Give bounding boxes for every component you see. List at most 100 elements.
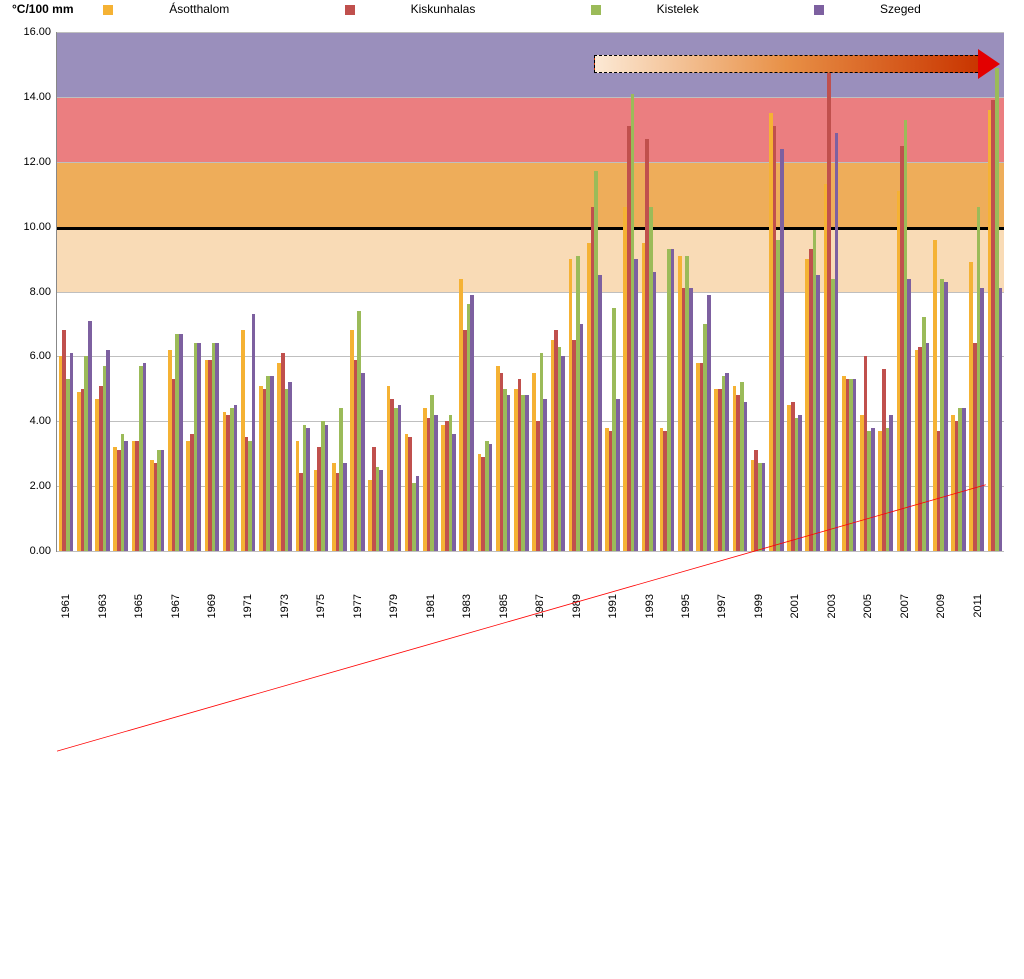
year-group (439, 32, 457, 551)
bar (653, 272, 657, 551)
legend-item: Kistelek (563, 2, 727, 16)
bars-layer (57, 32, 1004, 551)
year-group (804, 32, 822, 551)
year-group (476, 32, 494, 551)
y-tick-label: 0.00 (30, 545, 51, 557)
year-group (785, 32, 803, 551)
y-tick-label: 16.00 (23, 26, 51, 38)
legend-label: Kiskunhalas (411, 2, 476, 16)
bar (379, 470, 383, 551)
bar (197, 343, 201, 551)
year-group (294, 32, 312, 551)
year-group (858, 32, 876, 551)
bar (306, 428, 310, 551)
year-group (895, 32, 913, 551)
bar (762, 463, 766, 551)
x-tick-label: 2005 (862, 594, 874, 618)
bar (416, 476, 420, 551)
bar (725, 373, 729, 551)
year-group (93, 32, 111, 551)
x-tick-label: 2011 (972, 594, 984, 618)
bar (124, 441, 128, 551)
y-tick-label: 10.00 (23, 221, 51, 233)
grid-line (57, 551, 1004, 552)
bar (816, 275, 820, 551)
year-group (112, 32, 130, 551)
bar (707, 295, 711, 551)
legend-item: Szeged (786, 2, 949, 16)
bar (161, 450, 165, 551)
year-group (367, 32, 385, 551)
legend: Ásotthalom Kiskunhalas Kistelek Szeged (0, 2, 1024, 16)
x-tick-label: 2003 (826, 594, 838, 618)
bar (70, 353, 74, 551)
year-group (877, 32, 895, 551)
y-tick-label: 4.00 (30, 415, 51, 427)
x-tick-label: 1979 (388, 594, 400, 618)
year-group (512, 32, 530, 551)
bar (561, 356, 565, 551)
x-tick-label: 1989 (571, 594, 583, 618)
arrow-head-icon (978, 49, 1000, 79)
year-group (931, 32, 949, 551)
bar (361, 373, 365, 551)
year-group (622, 32, 640, 551)
bar (598, 275, 602, 551)
bar (853, 379, 857, 551)
year-group (203, 32, 221, 551)
bar (962, 408, 966, 551)
year-group (968, 32, 986, 551)
bar (980, 288, 984, 551)
year-group (603, 32, 621, 551)
x-tick-label: 1965 (133, 594, 145, 618)
bar (671, 249, 675, 551)
bar (106, 350, 110, 551)
x-tick-label: 2007 (899, 594, 911, 618)
bar (343, 463, 347, 551)
y-tick-label: 2.00 (30, 480, 51, 492)
x-tick-label: 1997 (716, 594, 728, 618)
legend-swatch (103, 5, 113, 15)
bar (689, 288, 693, 551)
year-group (130, 32, 148, 551)
bar (835, 133, 839, 551)
year-group (75, 32, 93, 551)
year-group (403, 32, 421, 551)
bar (871, 428, 875, 551)
legend-item: Kiskunhalas (317, 2, 504, 16)
chart-container: °C/100 mm Ásotthalom Kiskunhalas Kistele… (0, 0, 1024, 608)
year-group (148, 32, 166, 551)
year-group (458, 32, 476, 551)
bar (907, 279, 911, 551)
year-group (221, 32, 239, 551)
bar (616, 399, 620, 551)
bar (325, 425, 329, 552)
x-tick-label: 1983 (461, 594, 473, 618)
x-tick-label: 1981 (425, 594, 437, 618)
x-tick-label: 1995 (680, 594, 692, 618)
year-group (986, 32, 1004, 551)
bar (234, 405, 238, 551)
year-group (57, 32, 75, 551)
bar (926, 343, 930, 551)
bar (179, 334, 183, 551)
bar (270, 376, 274, 551)
plot-area: 0.002.004.006.008.0010.0012.0014.0016.00 (56, 32, 1004, 552)
year-group (822, 32, 840, 551)
year-group (257, 32, 275, 551)
bar (889, 415, 893, 551)
x-axis-labels: 1961196319651967196919711973197519771979… (56, 556, 1004, 606)
legend-item: Ásotthalom (75, 2, 257, 16)
year-group (312, 32, 330, 551)
bar (507, 395, 511, 551)
x-tick-label: 1961 (60, 594, 72, 618)
year-group (166, 32, 184, 551)
year-group (549, 32, 567, 551)
legend-label: Kistelek (657, 2, 699, 16)
bar (434, 415, 438, 551)
bar (143, 363, 147, 551)
x-tick-label: 1963 (97, 594, 109, 618)
legend-swatch (591, 5, 601, 15)
year-group (840, 32, 858, 551)
y-tick-label: 14.00 (23, 91, 51, 103)
